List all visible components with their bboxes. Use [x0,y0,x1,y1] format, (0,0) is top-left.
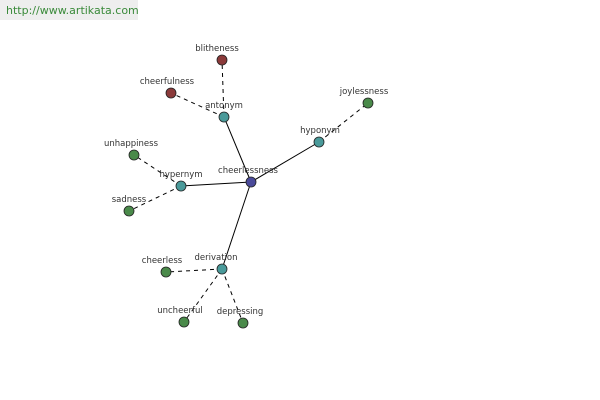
word-node[interactable] [160,266,172,278]
relation-edge-dashed [183,268,223,323]
relation-edge-dashed [221,268,244,324]
word-node[interactable] [245,176,257,188]
site-url[interactable]: http://www.artikata.com [0,0,139,20]
relation-edge-dashed [128,185,182,212]
node-label: antonym [205,101,243,111]
node-label: joylessness [339,87,389,97]
word-node[interactable] [123,205,135,217]
node-label: sadness [112,195,147,205]
relation-edge-dashed [318,102,369,143]
relation-edge [180,181,252,187]
word-node[interactable] [218,111,230,123]
word-node[interactable] [165,87,177,99]
relation-edge [250,141,320,183]
word-node[interactable] [216,263,228,275]
word-node[interactable] [237,317,249,329]
node-label: hyponym [300,126,340,136]
node-label: depressing [217,307,264,317]
node-label: cheerlessness [218,166,279,176]
node-label: unhappiness [104,139,159,149]
node-label: blitheness [195,44,239,54]
relation-edge [221,181,252,270]
word-node[interactable] [362,97,374,109]
node-label: cheerfulness [140,77,195,87]
relation-edge-dashed [133,154,182,187]
node-label: cheerless [142,256,183,266]
word-node[interactable] [313,136,325,148]
relation-edge-dashed [165,268,223,273]
word-node[interactable] [175,180,187,192]
node-label: hypernym [159,170,202,180]
node-label: derivation [194,253,237,263]
relation-edge [223,116,252,183]
relation-edge-dashed [221,59,225,118]
word-node[interactable] [178,316,190,328]
word-node[interactable] [216,54,228,66]
node-label: uncheerful [157,306,203,316]
relation-edge-dashed [170,92,225,118]
word-node[interactable] [128,149,140,161]
